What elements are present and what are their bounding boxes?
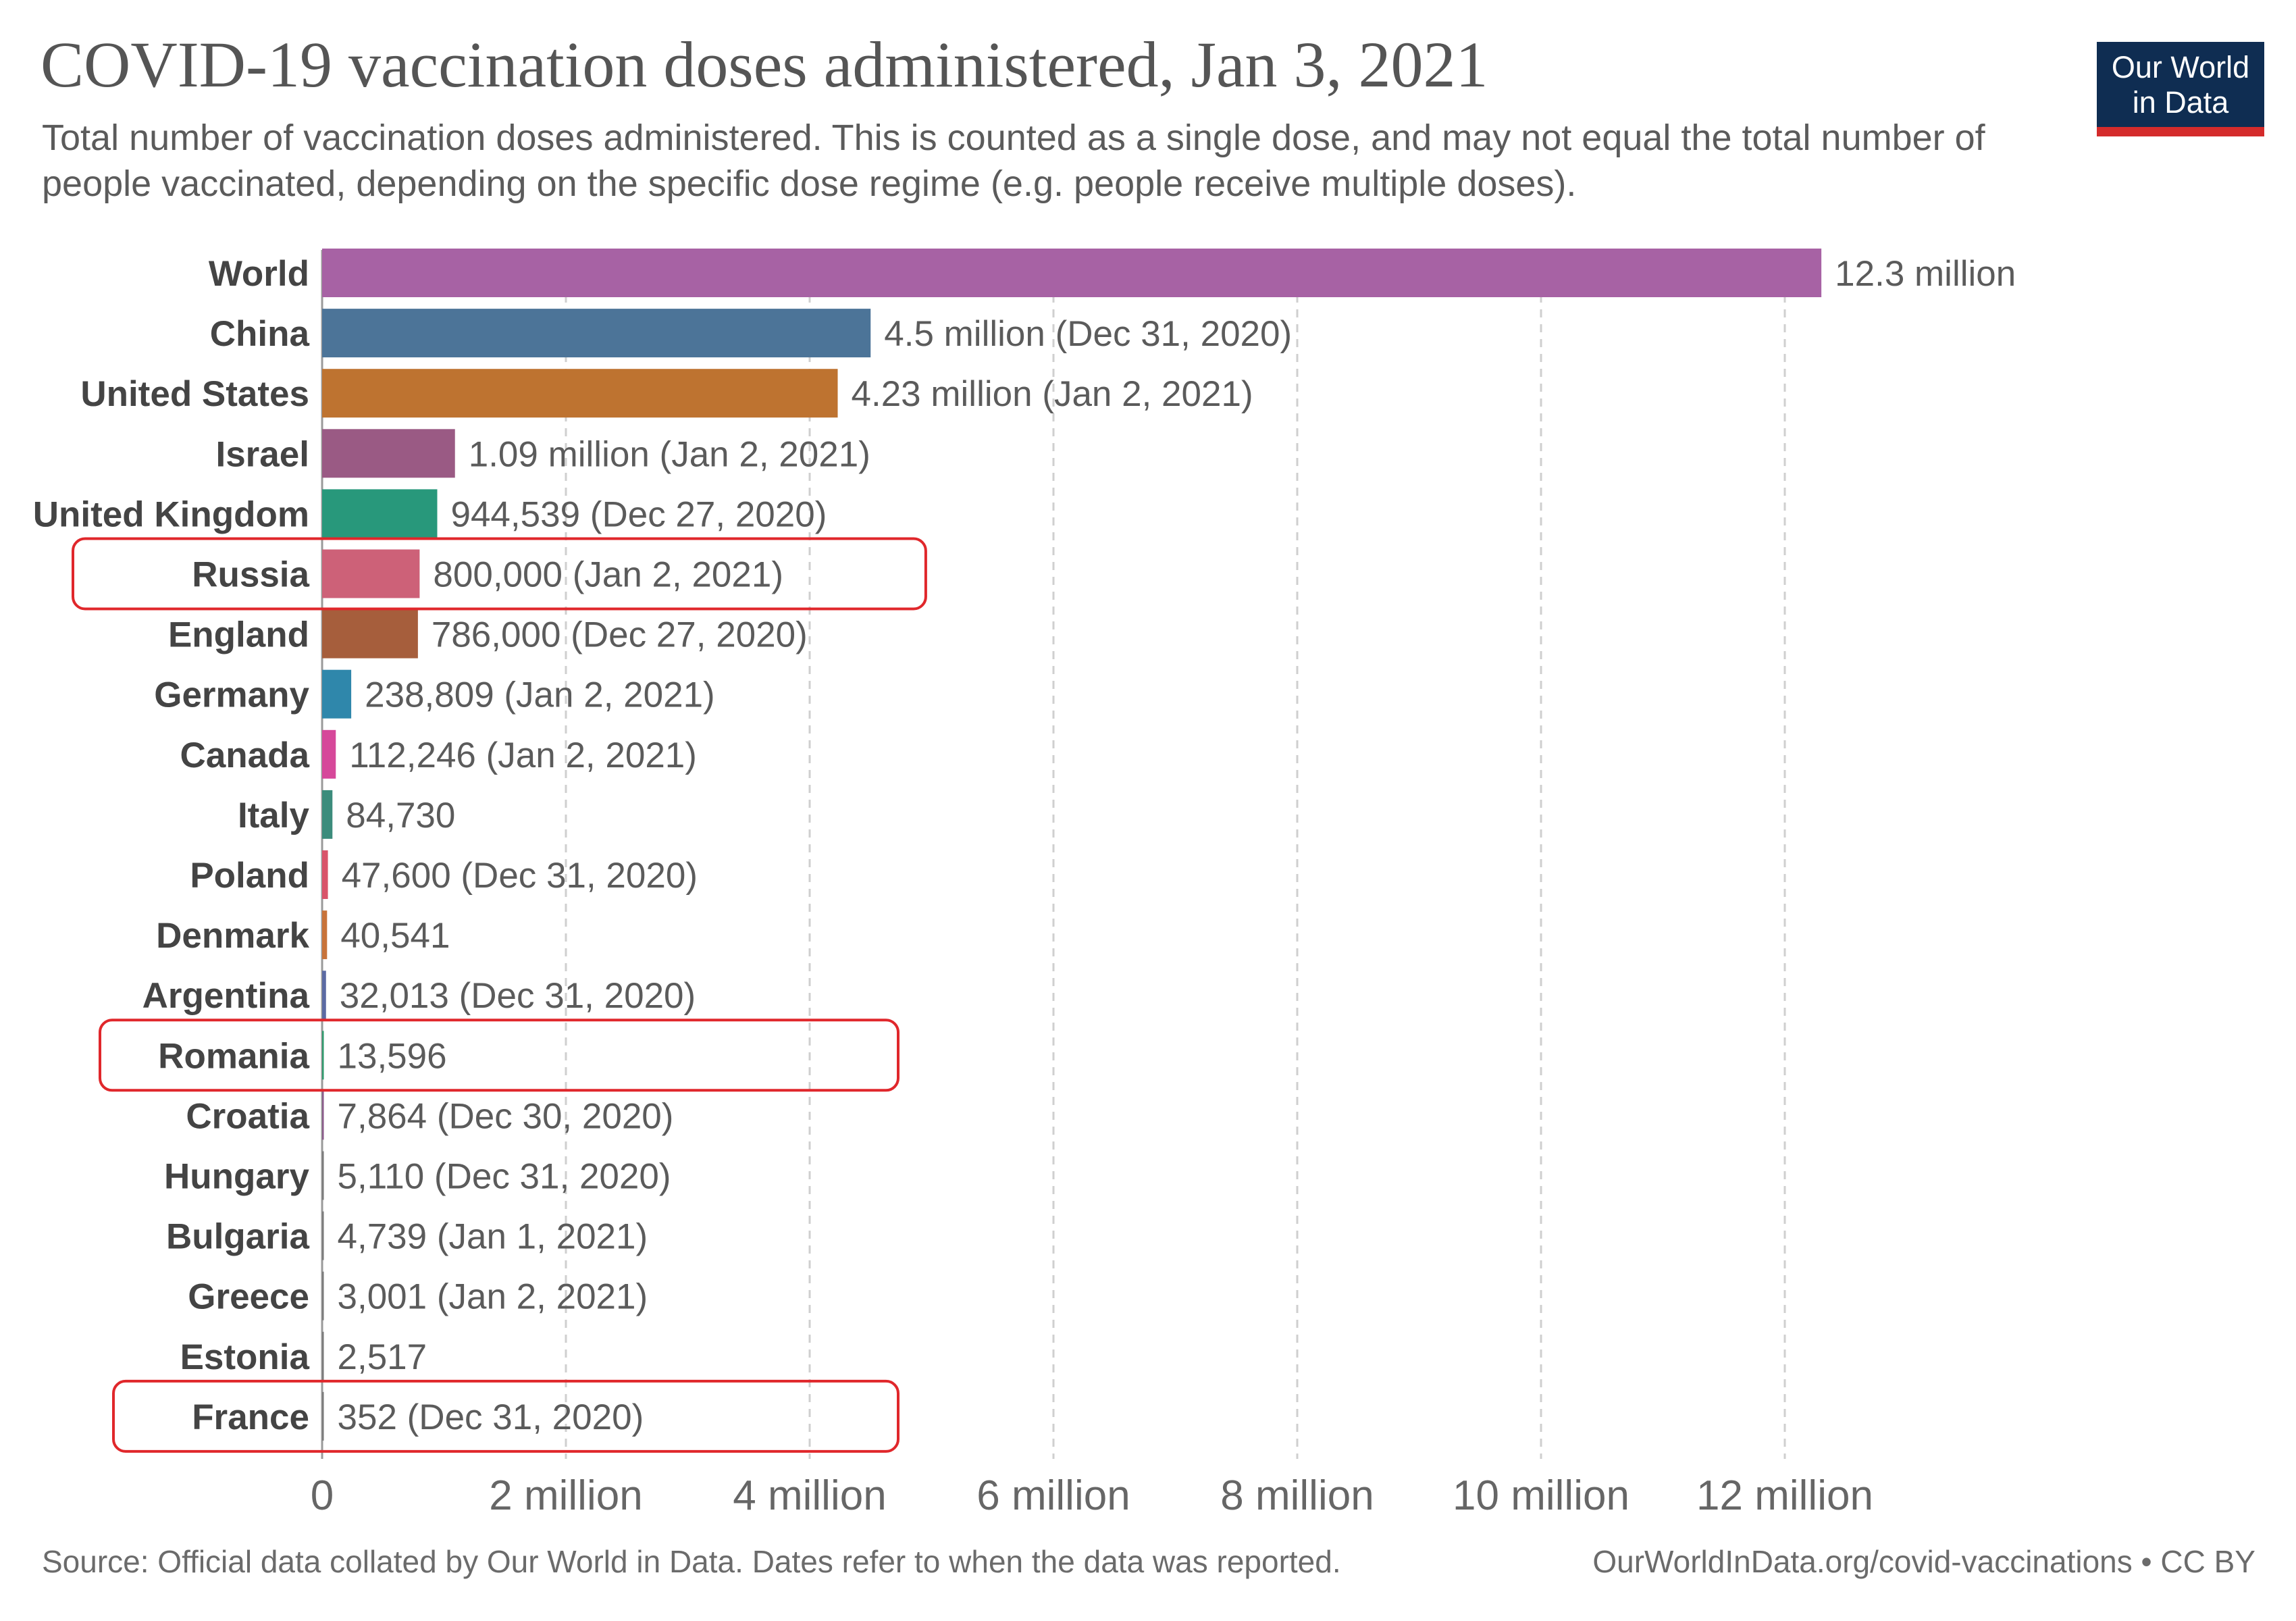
category-label: Canada: [180, 736, 310, 775]
category-label: Russia: [192, 555, 309, 595]
bar-bulgaria[interactable]: [322, 1211, 324, 1260]
x-tick-label: 0: [311, 1472, 334, 1519]
value-label: 13,596: [338, 1036, 447, 1076]
value-label: 32,013 (Dec 31, 2020): [340, 976, 696, 1016]
value-label: 944,539 (Dec 27, 2020): [450, 494, 827, 534]
category-label: Denmark: [156, 916, 309, 956]
value-label: 40,541: [340, 916, 450, 956]
category-label: England: [168, 615, 309, 655]
category-label: Germany: [154, 675, 309, 715]
bar-hungary[interactable]: [322, 1151, 324, 1200]
value-label: 7,864 (Dec 30, 2020): [338, 1096, 674, 1136]
bar-united-kingdom[interactable]: [322, 489, 438, 538]
category-label: Poland: [190, 856, 309, 896]
bar-world[interactable]: [322, 249, 1822, 297]
bar-romania[interactable]: [322, 1031, 324, 1080]
highlight-layer: [72, 537, 927, 1453]
x-axis: 0 2 million 4 million 6 million 8 million 10 …: [311, 1472, 1873, 1519]
category-label: Greece: [188, 1277, 309, 1317]
bar-chart: World 12.3 million China 4.5 million (Dec 3…: [33, 249, 2016, 1519]
bar-poland[interactable]: [322, 850, 328, 899]
x-tick-label: 4 million: [733, 1472, 886, 1519]
category-label: Israel: [215, 434, 309, 474]
bar-russia[interactable]: [322, 549, 420, 598]
bar-united-states[interactable]: [322, 369, 838, 418]
chart-subtitle: Total number of vaccination doses admini…: [42, 118, 1985, 204]
logo-line-1: Our World: [2111, 50, 2250, 84]
value-label: 5,110 (Dec 31, 2020): [338, 1157, 671, 1197]
category-label: Estonia: [180, 1337, 310, 1377]
value-label: 84,730: [346, 796, 455, 835]
bar-england[interactable]: [322, 609, 418, 659]
labels-layer: World 12.3 million China 4.5 million (Dec 3…: [33, 254, 2016, 1437]
category-label: Bulgaria: [166, 1217, 310, 1257]
chart-title: COVID-19 vaccination doses administered,…: [41, 28, 1488, 101]
x-tick-label: 8 million: [1220, 1472, 1374, 1519]
x-tick-label: 10 million: [1453, 1472, 1629, 1519]
category-label: United States: [80, 374, 309, 414]
highlight-box: [99, 1019, 899, 1092]
bar-israel[interactable]: [322, 429, 455, 478]
value-label: 238,809 (Jan 2, 2021): [365, 675, 715, 715]
category-label: France: [192, 1397, 309, 1437]
logo-line-2: in Data: [2132, 85, 2229, 120]
bar-croatia[interactable]: [322, 1091, 324, 1140]
bar-denmark[interactable]: [322, 910, 328, 960]
bar-argentina[interactable]: [322, 971, 326, 1020]
category-label: Romania: [158, 1036, 309, 1076]
value-label: 47,600 (Dec 31, 2020): [342, 856, 698, 896]
value-label: 1.09 million (Jan 2, 2021): [469, 434, 870, 474]
value-label: 3,001 (Jan 2, 2021): [338, 1277, 648, 1317]
owid-logo[interactable]: Our World in Data: [2097, 42, 2264, 136]
x-tick-label: 12 million: [1696, 1472, 1873, 1519]
x-tick-label: 6 million: [976, 1472, 1130, 1519]
bar-greece[interactable]: [322, 1271, 324, 1320]
value-label: 112,246 (Jan 2, 2021): [349, 736, 697, 775]
category-label: Italy: [238, 796, 310, 835]
category-label: World: [209, 254, 309, 294]
x-tick-label: 2 million: [489, 1472, 642, 1519]
value-label: 4,739 (Jan 1, 2021): [338, 1217, 648, 1257]
bar-germany[interactable]: [322, 669, 352, 719]
bar-italy[interactable]: [322, 790, 333, 839]
value-label: 786,000 (Dec 27, 2020): [432, 615, 808, 655]
category-label: China: [210, 314, 310, 354]
attribution-link[interactable]: OurWorldInData.org/covid-vaccinations • …: [1592, 1544, 2255, 1579]
logo-accent-bar: [2097, 127, 2264, 136]
bar-estonia[interactable]: [322, 1331, 324, 1381]
bar-china[interactable]: [322, 309, 871, 358]
value-label: 352 (Dec 31, 2020): [338, 1397, 644, 1437]
highlight-box: [112, 1379, 899, 1453]
source-note: Source: Official data collated by Our Wo…: [42, 1544, 1341, 1579]
category-label: Croatia: [186, 1096, 309, 1136]
value-label: 800,000 (Jan 2, 2021): [433, 555, 783, 595]
category-label: Argentina: [142, 976, 310, 1016]
highlight-box: [72, 537, 927, 611]
value-label: 4.23 million (Jan 2, 2021): [852, 374, 1253, 414]
bar-france[interactable]: [322, 1391, 324, 1441]
bar-canada[interactable]: [322, 729, 336, 779]
value-label: 12.3 million: [1835, 254, 2016, 294]
category-label: Hungary: [164, 1157, 310, 1197]
value-label: 4.5 million (Dec 31, 2020): [884, 314, 1292, 354]
category-label: United Kingdom: [33, 494, 309, 534]
value-label: 2,517: [338, 1337, 427, 1377]
bars-layer: [322, 249, 1822, 1441]
